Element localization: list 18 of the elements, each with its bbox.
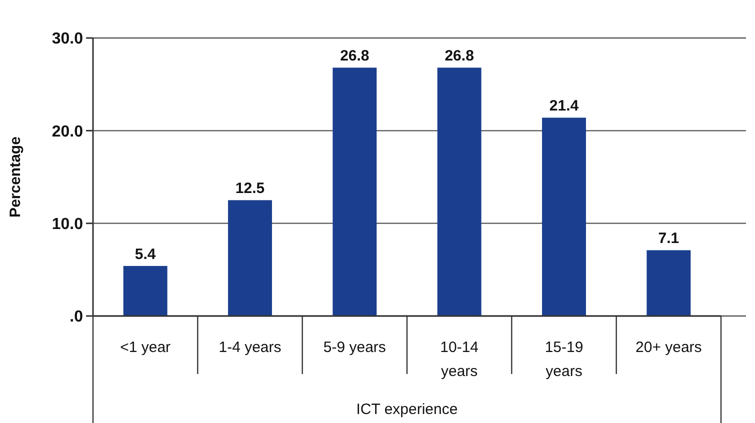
y-tick-label: .0 [70, 308, 84, 326]
y-tick-label: 30.0 [52, 30, 84, 48]
data-label: 12.5 [235, 180, 265, 198]
y-tick-label: 20.0 [52, 123, 84, 140]
data-label: 21.4 [549, 98, 580, 115]
data-label: 5.4 [134, 246, 156, 263]
data-label: 26.8 [340, 48, 370, 65]
x-tick-label: 10-14 years [440, 339, 479, 380]
data-label: 7.1 [658, 230, 680, 248]
data-label: 26.8 [444, 48, 474, 65]
x-axis-title: ICT experience [356, 401, 458, 418]
x-tick-label: <1 year [120, 339, 171, 356]
x-tick-label: 5-9 years [323, 339, 386, 356]
x-tick-label: 15-19 years [544, 339, 584, 380]
x-tick-label: 20+ years [636, 339, 702, 356]
y-tick-label: 10.0 [52, 216, 84, 233]
y-axis-title: Percentage [7, 136, 24, 218]
x-tick-label: 1-4 years [218, 339, 282, 356]
